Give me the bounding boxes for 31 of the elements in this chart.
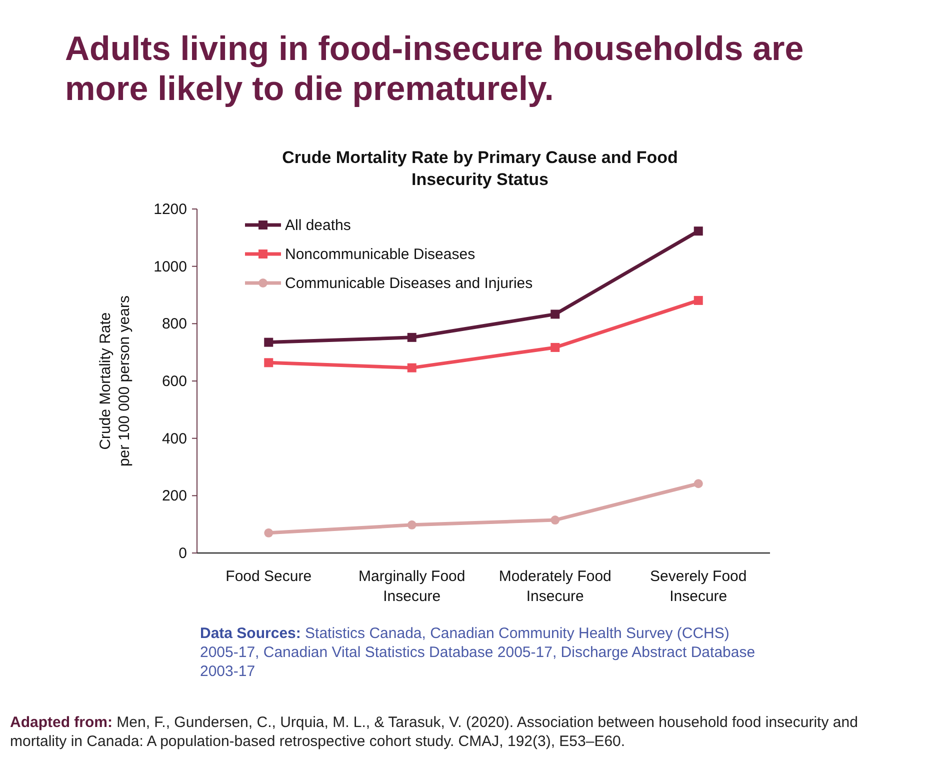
point	[694, 479, 703, 488]
legend-label: Noncommunicable Diseases	[285, 246, 476, 263]
y-axis-title: Crude Mortality Rate per 100 000 person years	[97, 296, 133, 466]
point	[264, 358, 274, 368]
y-tick-label: 400	[162, 430, 187, 448]
point	[264, 338, 274, 347]
chart-title: Adults living in food-insecure households are more likely to die prematurely.	[65, 30, 804, 108]
text: Data Sources: Statistics Canada, Canadian Community Health Survey (CCHS) 2005-17, Canadian Vital Statistics Database 2005-17, Discharge Abstract Database 2003-17	[200, 625, 756, 680]
point	[550, 516, 560, 525]
chart-subtitle: Crude Mortality Rate by Primary Cause and Food Insecurity Status	[282, 148, 678, 189]
point	[407, 520, 416, 530]
x-tick-label: Food Secure	[226, 568, 312, 585]
text: Adapted from: Men, F., Gundersen, C., Urquia, M. L., & Tarasuk, V. (2020). Association between household food insecurity and mortality in Canada: A population-based retrospective cohort study. CMAJ, 192(3), E53–E60.	[10, 714, 858, 750]
x-tick-label: Severely Food Insecure	[650, 568, 747, 605]
point	[550, 342, 560, 352]
y-tick-label: 200	[162, 488, 187, 505]
y-tick-label: 1200	[154, 201, 187, 218]
point	[264, 528, 274, 538]
point	[407, 332, 416, 342]
point	[694, 296, 703, 305]
x-tick-label: Moderately Food Insecure	[498, 568, 612, 605]
legend-label: All deaths	[285, 217, 351, 234]
y-tick-label: 1000	[154, 258, 187, 276]
point	[550, 310, 560, 319]
y-tick-label: 600	[162, 373, 187, 390]
y-tick-label: 0	[178, 545, 187, 562]
legend-label: Communicable Diseases and Injuries	[285, 275, 533, 292]
y-tick-label: 800	[162, 316, 187, 333]
point	[407, 363, 416, 372]
x-tick-label: Marginally Food Insecure	[358, 568, 466, 605]
point	[694, 226, 703, 236]
